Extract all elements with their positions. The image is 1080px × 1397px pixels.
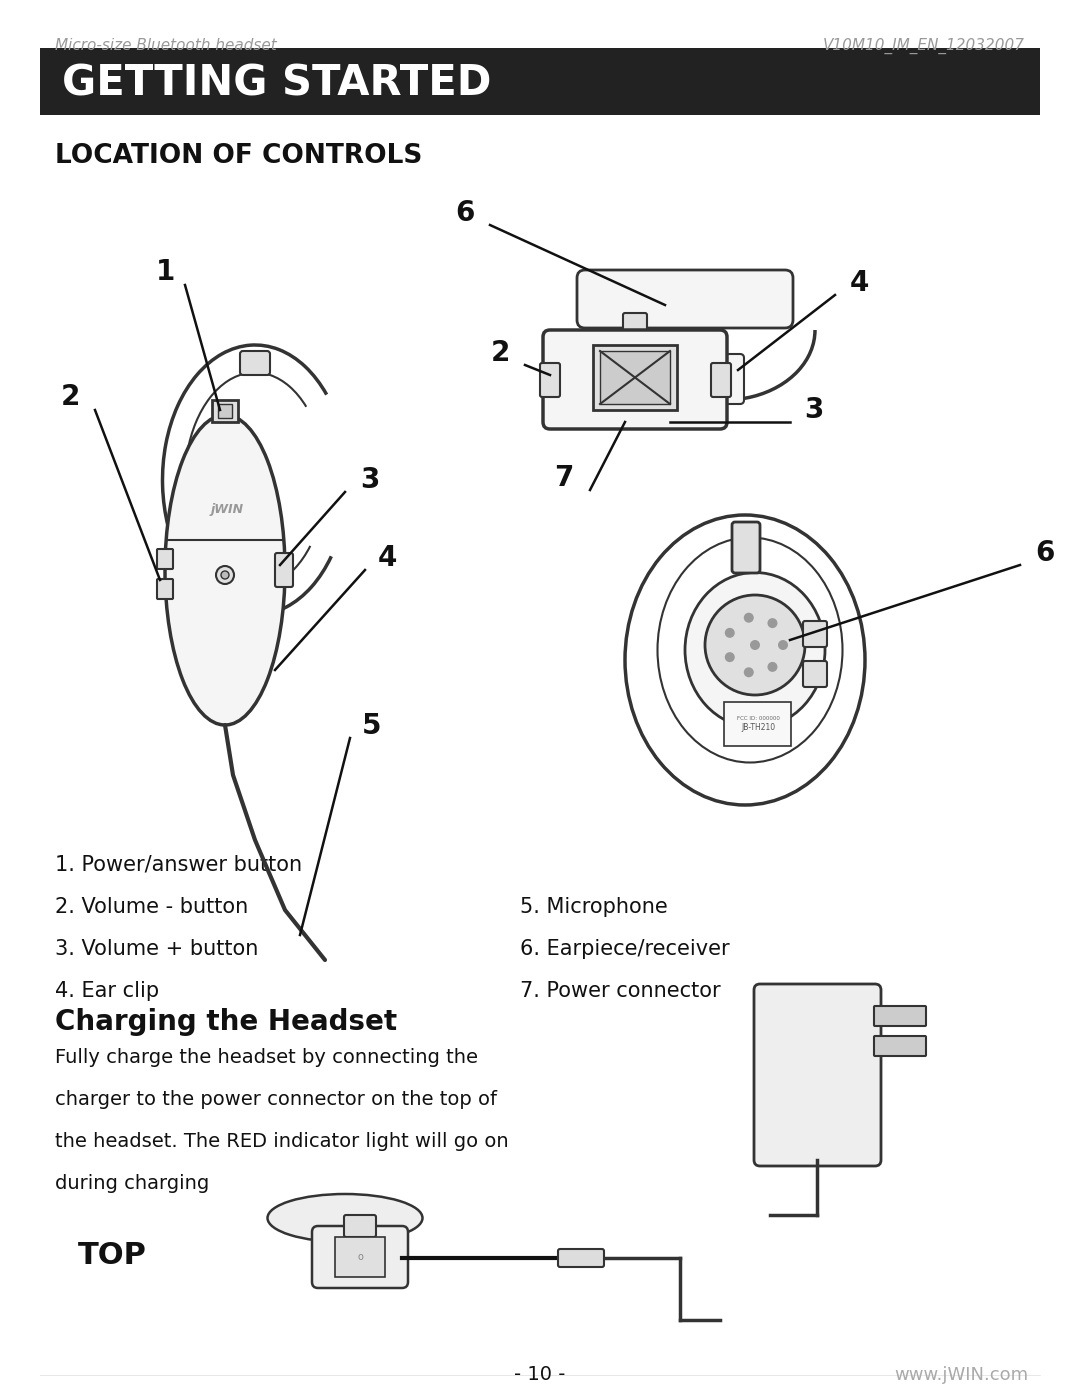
Text: charger to the power connector on the top of: charger to the power connector on the to… — [55, 1090, 497, 1109]
Text: 5: 5 — [362, 712, 381, 740]
FancyBboxPatch shape — [157, 578, 173, 599]
Text: 6. Earpiece/receiver: 6. Earpiece/receiver — [519, 939, 730, 958]
Text: 3: 3 — [804, 395, 823, 425]
Text: Fully charge the headset by connecting the: Fully charge the headset by connecting t… — [55, 1048, 478, 1067]
Text: o: o — [357, 1252, 363, 1261]
Text: 5. Microphone: 5. Microphone — [519, 897, 667, 916]
FancyBboxPatch shape — [804, 622, 827, 647]
Ellipse shape — [685, 573, 825, 728]
Text: TOP: TOP — [78, 1241, 147, 1270]
Text: 4: 4 — [378, 543, 397, 571]
Circle shape — [744, 668, 754, 678]
Text: LOCATION OF CONTROLS: LOCATION OF CONTROLS — [55, 142, 422, 169]
FancyBboxPatch shape — [874, 1037, 926, 1056]
FancyBboxPatch shape — [732, 522, 760, 573]
Text: JB-TH210: JB-TH210 — [741, 724, 775, 732]
FancyBboxPatch shape — [724, 703, 791, 746]
FancyBboxPatch shape — [600, 351, 670, 404]
Circle shape — [705, 595, 805, 694]
Text: 2. Volume - button: 2. Volume - button — [55, 897, 248, 916]
Circle shape — [221, 571, 229, 578]
Text: 4: 4 — [850, 270, 869, 298]
FancyBboxPatch shape — [577, 270, 793, 328]
Text: Micro-size Bluetooth headset: Micro-size Bluetooth headset — [55, 38, 276, 53]
Text: 2: 2 — [490, 339, 510, 367]
Text: during charging: during charging — [55, 1173, 210, 1193]
Text: 7: 7 — [555, 464, 573, 492]
Text: the headset. The RED indicator light will go on: the headset. The RED indicator light wil… — [55, 1132, 509, 1151]
FancyBboxPatch shape — [543, 330, 727, 429]
Text: jWIN: jWIN — [211, 503, 244, 517]
Text: 2: 2 — [60, 383, 80, 411]
FancyBboxPatch shape — [240, 351, 270, 374]
Circle shape — [744, 613, 754, 623]
Circle shape — [216, 566, 234, 584]
FancyBboxPatch shape — [593, 345, 677, 409]
FancyBboxPatch shape — [312, 1227, 408, 1288]
Bar — [218, 404, 232, 418]
Text: 1. Power/answer button: 1. Power/answer button — [55, 855, 302, 875]
Circle shape — [768, 617, 778, 629]
FancyBboxPatch shape — [711, 363, 731, 397]
Bar — [40, 47, 1040, 115]
Circle shape — [750, 640, 760, 650]
FancyBboxPatch shape — [754, 983, 881, 1166]
FancyBboxPatch shape — [275, 553, 293, 587]
FancyBboxPatch shape — [558, 1249, 604, 1267]
Text: 7. Power connector: 7. Power connector — [519, 981, 720, 1002]
Text: - 10 -: - 10 - — [514, 1365, 566, 1384]
FancyBboxPatch shape — [335, 1236, 384, 1277]
Ellipse shape — [165, 415, 285, 725]
Text: V10M10_IM_EN_12032007: V10M10_IM_EN_12032007 — [823, 38, 1025, 54]
FancyBboxPatch shape — [157, 549, 173, 569]
Text: 6: 6 — [1035, 539, 1054, 567]
FancyBboxPatch shape — [804, 661, 827, 687]
FancyBboxPatch shape — [623, 313, 647, 342]
Circle shape — [725, 627, 734, 638]
Text: GETTING STARTED: GETTING STARTED — [62, 61, 491, 103]
Circle shape — [768, 662, 778, 672]
FancyBboxPatch shape — [345, 1215, 376, 1236]
FancyBboxPatch shape — [540, 363, 561, 397]
FancyBboxPatch shape — [711, 353, 744, 404]
FancyBboxPatch shape — [874, 1006, 926, 1025]
Text: 3: 3 — [360, 467, 379, 495]
Text: 6: 6 — [456, 198, 475, 226]
Ellipse shape — [268, 1194, 422, 1242]
FancyBboxPatch shape — [212, 400, 238, 422]
Text: 3. Volume + button: 3. Volume + button — [55, 939, 258, 958]
Text: FCC ID: 000000: FCC ID: 000000 — [737, 715, 780, 721]
Text: 4. Ear clip: 4. Ear clip — [55, 981, 159, 1002]
Circle shape — [725, 652, 734, 662]
Text: 1: 1 — [156, 258, 175, 286]
Text: Charging the Headset: Charging the Headset — [55, 1009, 397, 1037]
Text: www.jWIN.com: www.jWIN.com — [894, 1366, 1028, 1384]
Circle shape — [778, 640, 788, 650]
